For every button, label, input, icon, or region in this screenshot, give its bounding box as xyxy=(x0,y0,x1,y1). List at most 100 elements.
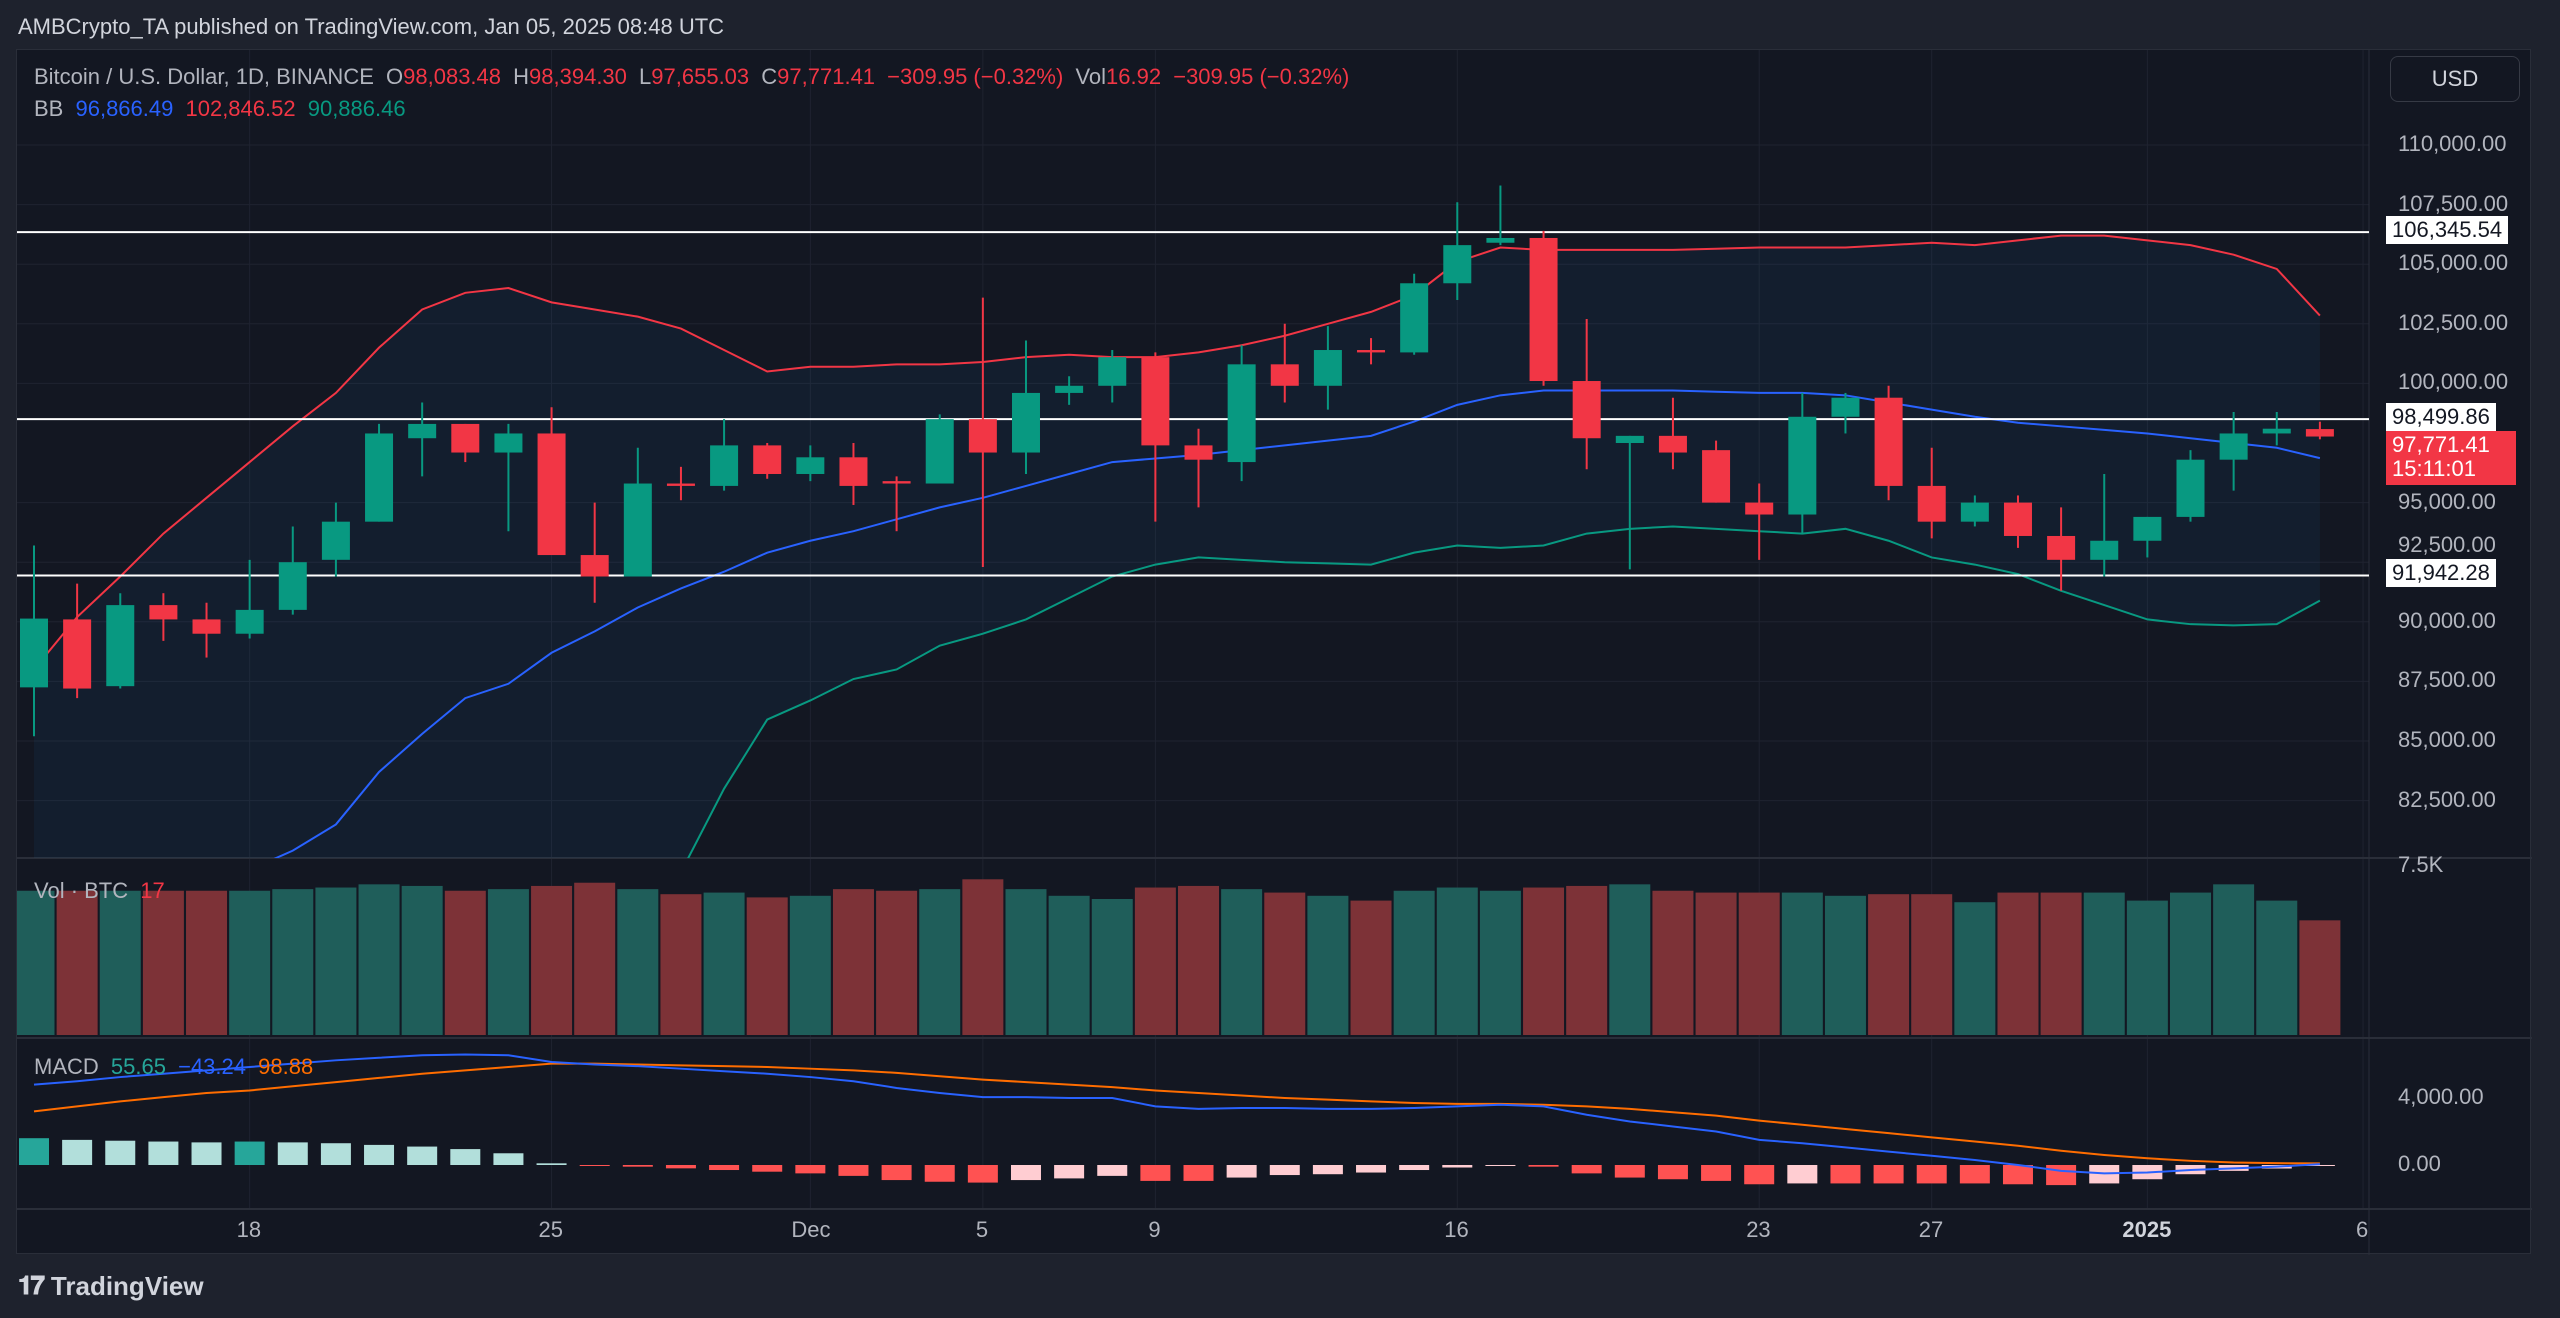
bb-basis-line xyxy=(273,389,2321,858)
candle xyxy=(1184,428,1213,508)
candle-body xyxy=(192,619,221,634)
volume-bar xyxy=(272,889,314,1035)
volume-bar xyxy=(2040,892,2082,1035)
vol-label: Vol xyxy=(1075,64,1107,89)
candle-body xyxy=(321,521,350,560)
macd-histogram-bar xyxy=(924,1165,955,1182)
volume-bar xyxy=(919,889,961,1035)
candle-body xyxy=(149,605,178,620)
volume-bar xyxy=(1307,895,1349,1035)
macd-histogram-bar xyxy=(1701,1165,1732,1181)
macd-line xyxy=(33,1053,2320,1175)
macd-histogram-bar xyxy=(1054,1165,1085,1179)
volume-bar xyxy=(617,889,659,1035)
volume-bar xyxy=(1393,890,1435,1035)
volume-bar xyxy=(789,895,831,1035)
volume-bar xyxy=(1954,902,1996,1035)
candle xyxy=(1874,385,1903,501)
candle-body xyxy=(1400,283,1429,353)
macd-histogram-bar xyxy=(191,1142,222,1165)
macd-histogram-bar xyxy=(2046,1165,2077,1186)
macd-histogram-bar xyxy=(62,1139,93,1165)
volume-bar xyxy=(315,887,357,1035)
volume-bar xyxy=(99,890,141,1035)
volume-bar xyxy=(1824,895,1866,1035)
open-value: 98,083.48 xyxy=(403,64,502,89)
candle-body xyxy=(494,433,523,453)
macd-histogram-bar xyxy=(1830,1165,1861,1184)
bb-label: BB xyxy=(34,96,64,121)
macd-histogram-bar xyxy=(1916,1165,1947,1184)
volume-bar xyxy=(1868,894,1910,1035)
macd-histogram-bar xyxy=(1399,1165,1430,1171)
candle xyxy=(1917,447,1946,539)
macd-value-3: 98.88 xyxy=(258,1054,314,1079)
bb-upper-line xyxy=(33,234,2321,671)
price-tick-label: 82,500.00 xyxy=(2398,786,2496,812)
symbol-title: Bitcoin / U.S. Dollar, 1D, BINANCE xyxy=(34,64,374,89)
volume-bar xyxy=(2213,884,2255,1035)
candle xyxy=(408,402,437,477)
price-tick-label: 102,500.00 xyxy=(2398,309,2509,335)
candle-body xyxy=(20,618,48,688)
chart-frame[interactable] xyxy=(16,49,2532,1255)
volume-bar xyxy=(358,884,400,1035)
candle xyxy=(321,502,350,577)
candle-body xyxy=(796,457,825,474)
volume-bar xyxy=(1911,894,1953,1035)
candle-body xyxy=(278,562,307,610)
candle-body xyxy=(580,555,609,577)
macd-histogram-bar xyxy=(536,1163,567,1165)
candle xyxy=(2090,473,2119,577)
macd-histogram-bar xyxy=(967,1165,998,1183)
candle xyxy=(796,445,825,482)
currency-button[interactable]: USD xyxy=(2390,56,2520,102)
candle-body xyxy=(1486,237,1515,243)
price-tick-label: 90,000.00 xyxy=(2398,607,2496,633)
tradingview-footer[interactable]: 𝟏𝟕 TradingView xyxy=(18,1270,204,1302)
macd-histogram-bar xyxy=(2304,1165,2335,1166)
candle-body xyxy=(1141,357,1170,446)
candle xyxy=(278,526,307,615)
candle xyxy=(1702,440,1731,503)
volume-bar xyxy=(962,879,1004,1035)
candle-body xyxy=(1831,397,1860,417)
volume-bar xyxy=(1264,892,1306,1035)
price-tick-label: 85,000.00 xyxy=(2398,727,2496,752)
macd-histogram-bar xyxy=(1485,1165,1516,1166)
volume-bar xyxy=(876,890,918,1035)
volume-bar xyxy=(574,882,616,1035)
high-value: 98,394.30 xyxy=(529,64,627,89)
macd-histogram-bar xyxy=(320,1143,351,1165)
candle-body xyxy=(1874,397,1903,486)
candle-body xyxy=(1960,502,1989,522)
volume-bar xyxy=(1738,892,1780,1035)
time-tick-label: Dec xyxy=(791,1217,831,1242)
macd-legend: MACD 55.65 −43.24 98.88 xyxy=(34,1054,319,1080)
volume-bar xyxy=(2126,900,2168,1035)
bb-legend: BB 96,866.49 102,846.52 90,886.46 xyxy=(34,96,412,122)
macd-histogram-bar xyxy=(1226,1165,1257,1178)
macd-histogram-bar xyxy=(2002,1165,2033,1185)
candle xyxy=(63,583,92,699)
candle-body xyxy=(1788,416,1817,515)
price-tick-label: 95,000.00 xyxy=(2398,488,2496,514)
volume-bar xyxy=(1695,892,1737,1035)
candle xyxy=(1270,323,1299,403)
macd-histogram-bar xyxy=(622,1165,653,1167)
candle-body xyxy=(2090,540,2119,560)
chart-canvas[interactable] xyxy=(17,50,2532,1255)
macd-histogram-bar xyxy=(450,1149,481,1165)
vol-value: 16.92 xyxy=(1106,64,1162,89)
candle xyxy=(149,593,178,641)
macd-histogram-bar xyxy=(1528,1165,1559,1167)
volume-bar xyxy=(444,890,486,1035)
open-label: O xyxy=(386,64,404,89)
volume-bar xyxy=(401,885,443,1035)
candle xyxy=(2003,495,2032,548)
candle xyxy=(710,419,739,491)
candle-body xyxy=(2262,428,2291,434)
candle-body xyxy=(63,619,92,689)
macd-histogram-bar xyxy=(795,1165,826,1174)
volume-bar xyxy=(2170,892,2211,1035)
